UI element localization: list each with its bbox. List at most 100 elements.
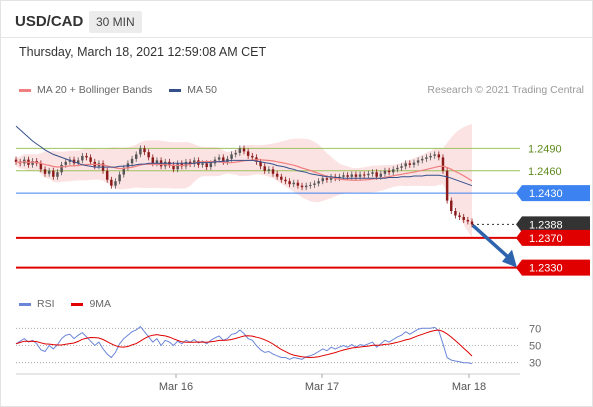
legend-ma20-label: MA 20 + Bollinger Bands bbox=[37, 84, 153, 96]
candle-body bbox=[354, 174, 358, 177]
candle-body bbox=[358, 174, 362, 177]
rsi-level-label: 70 bbox=[529, 323, 541, 335]
candle-body bbox=[387, 170, 391, 173]
rsi-swatch bbox=[19, 302, 31, 306]
candle-body bbox=[470, 221, 474, 225]
candle-body bbox=[392, 169, 395, 173]
legend-9ma: 9MA bbox=[71, 298, 111, 310]
ma20-swatch bbox=[19, 88, 31, 92]
rsi-level-label: 50 bbox=[529, 341, 541, 353]
ma50-line bbox=[15, 125, 473, 187]
x-tick-label: Mar 17 bbox=[305, 381, 339, 393]
price-legend: MA 20 + Bollinger Bands MA 50 bbox=[19, 84, 231, 96]
legend-rsi-label: RSI bbox=[37, 298, 55, 310]
candle-body bbox=[105, 170, 109, 180]
candle-body bbox=[118, 174, 121, 182]
candle-body bbox=[350, 174, 354, 177]
candle-body bbox=[122, 167, 126, 175]
candle-body bbox=[404, 163, 407, 167]
candle-body bbox=[238, 148, 242, 153]
level-label-support: 1.2370 bbox=[529, 233, 563, 245]
candle-body bbox=[31, 161, 34, 165]
candle-body bbox=[304, 185, 308, 188]
candle-body bbox=[251, 155, 254, 158]
candle-body bbox=[56, 172, 59, 177]
candle-body bbox=[81, 155, 84, 161]
level-labels-layer: 1.2490 1.2460 1.2430 1.2388 1.2370 1.2330 bbox=[516, 143, 590, 276]
rsi-level-label: 30 bbox=[529, 358, 541, 370]
candle-body bbox=[193, 160, 196, 165]
moving-average-layer bbox=[15, 125, 473, 187]
candle-body bbox=[259, 161, 262, 167]
candle-body bbox=[400, 166, 403, 168]
candle-body bbox=[205, 163, 208, 168]
candle-body bbox=[425, 157, 428, 159]
timestamp: Thursday, March 18, 2021 12:59:08 AM CET bbox=[19, 45, 267, 59]
candle-body bbox=[217, 157, 221, 160]
level-tag-support bbox=[516, 259, 590, 276]
candle-body bbox=[60, 164, 63, 173]
candle-body bbox=[130, 158, 134, 164]
candle-body bbox=[433, 154, 436, 156]
candle-body bbox=[164, 161, 167, 167]
candle-body bbox=[309, 184, 312, 186]
candle-body bbox=[280, 176, 283, 180]
candle-body bbox=[450, 200, 453, 212]
candle-body bbox=[342, 175, 345, 177]
candle-body bbox=[85, 155, 88, 158]
research-credit: Research © 2021 Trading Central bbox=[427, 84, 584, 96]
candle-body bbox=[429, 155, 432, 158]
candle-body bbox=[89, 157, 92, 162]
ma9-swatch bbox=[71, 302, 84, 306]
candle-body bbox=[346, 175, 349, 177]
candle-body bbox=[143, 148, 146, 153]
candle-body bbox=[151, 157, 155, 164]
candle-body bbox=[371, 172, 374, 174]
level-label-resistance: 1.2490 bbox=[528, 143, 562, 155]
candle-body bbox=[458, 215, 461, 217]
candle-body bbox=[209, 163, 213, 168]
level-tag-current bbox=[516, 216, 590, 233]
candle-body bbox=[313, 183, 316, 185]
candle-body bbox=[296, 182, 300, 186]
arrow-head bbox=[502, 249, 517, 268]
candle-body bbox=[383, 170, 387, 174]
candle-body bbox=[139, 148, 142, 155]
candle-body bbox=[445, 170, 449, 201]
candle-body bbox=[466, 219, 470, 222]
candle-body bbox=[39, 163, 43, 170]
rsi-line bbox=[15, 325, 473, 365]
time-axis: Mar 16 Mar 17 Mar 18 bbox=[16, 373, 520, 393]
candle-body bbox=[110, 179, 113, 186]
candle-body bbox=[43, 169, 47, 174]
candle-body bbox=[172, 164, 175, 170]
candle-body bbox=[300, 185, 304, 188]
candle-body bbox=[201, 163, 204, 165]
candle-body bbox=[317, 181, 320, 184]
x-tick-label: Mar 16 bbox=[159, 381, 193, 393]
candle-body bbox=[222, 157, 225, 162]
candle-body bbox=[267, 169, 271, 171]
candle-body bbox=[76, 160, 80, 164]
level-lines-layer bbox=[16, 147, 520, 269]
candle-body bbox=[375, 172, 378, 177]
candle-body bbox=[462, 216, 465, 220]
candle-body bbox=[176, 163, 179, 170]
timeframe-badge[interactable]: 30 MIN bbox=[89, 11, 142, 33]
candle-body bbox=[234, 152, 237, 155]
candle-body bbox=[441, 157, 445, 171]
legend-rsi: RSI bbox=[19, 298, 55, 310]
rsi-9ma-line bbox=[15, 329, 473, 359]
arrow-shaft bbox=[472, 224, 513, 262]
candle-body bbox=[396, 167, 399, 170]
candle-body bbox=[14, 159, 18, 162]
ma50-swatch bbox=[169, 88, 182, 92]
candle-body bbox=[325, 178, 329, 180]
candle-body bbox=[226, 158, 229, 162]
candle-body bbox=[271, 169, 275, 174]
candle-body bbox=[416, 160, 420, 163]
candle-body bbox=[454, 211, 457, 216]
candle-body bbox=[242, 148, 246, 152]
